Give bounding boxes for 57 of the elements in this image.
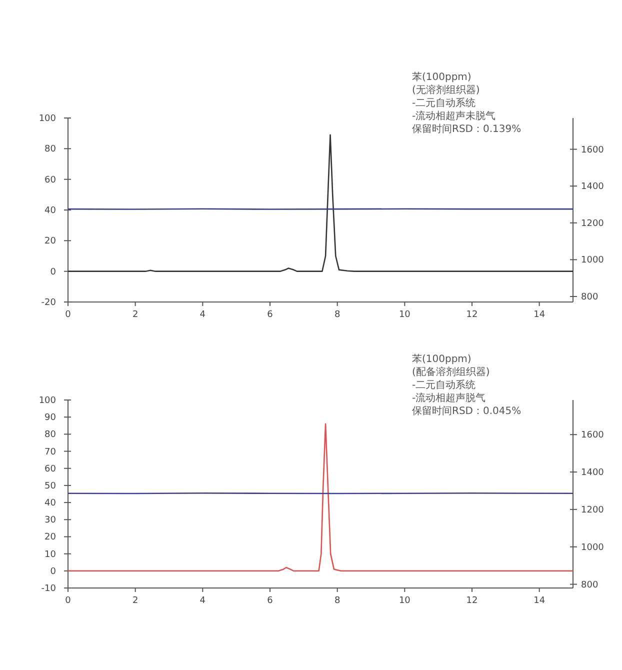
x-tick-label: 10: [398, 596, 411, 606]
y-tick-label: 30: [44, 516, 56, 526]
y2-tick-label: 1000: [581, 542, 604, 553]
x-tick-label: 10: [398, 310, 411, 320]
x-tick-label: 14: [534, 310, 546, 320]
annotation: 保留时间RSD：0.139%: [412, 123, 522, 135]
y2-tick-label: 800: [581, 580, 598, 590]
x-tick-label: 6: [267, 596, 274, 606]
y-tick-label: 40: [44, 206, 56, 216]
text: 苯(100ppm): [412, 71, 472, 83]
x-tick-label: 14: [534, 596, 546, 606]
y2-tick-label: 1200: [581, 218, 604, 229]
y2-tick-label: 1400: [581, 182, 604, 192]
y-tick-label: 0: [50, 566, 56, 577]
x-tick-label: 12: [466, 596, 478, 606]
y2-tick-label: 1600: [581, 145, 604, 156]
y-tick-label: 70: [44, 447, 56, 458]
x-tick-label: 8: [334, 596, 340, 606]
y-tick-label: 90: [44, 413, 56, 424]
annotation: -流动相超声未脱气: [412, 110, 496, 122]
line-series: [67, 423, 574, 572]
line-series: [67, 134, 574, 272]
x-tick-label: 4: [200, 596, 206, 606]
y-tick-label: 50: [44, 481, 56, 492]
y-tick-label: 100: [38, 396, 56, 406]
text: (配备溶剂组织器): [412, 366, 490, 378]
y2-tick-label: 800: [581, 292, 598, 302]
y-tick-label: 60: [44, 175, 56, 186]
x-tick-label: 0: [65, 310, 72, 320]
x-tick-label: 4: [200, 310, 206, 320]
y-tick-label: 100: [38, 114, 56, 124]
x-tick-label: 2: [132, 596, 138, 606]
text: -二元自动系统: [412, 379, 476, 391]
x-tick-label: 8: [334, 310, 340, 320]
y-tick-label: 20: [44, 532, 56, 543]
y-tick-label: 0: [50, 267, 56, 278]
y2-tick-label: 1600: [581, 430, 604, 441]
y2-tick-label: 1000: [581, 256, 604, 266]
x-tick-label: 6: [267, 310, 274, 320]
y-tick-label: 20: [44, 236, 56, 247]
y-tick-label: 80: [44, 430, 56, 440]
y2-tick-label: 1200: [581, 505, 604, 516]
x-tick-label: 12: [466, 310, 478, 320]
annotation: -流动相超声脱气: [412, 392, 486, 404]
text: 苯(100ppm): [412, 353, 472, 365]
x-tick-label: 0: [65, 596, 72, 606]
y2-tick-label: 1400: [581, 468, 604, 478]
y-tick-label: 60: [44, 464, 56, 474]
y-tick-label: 40: [44, 498, 56, 509]
y-tick-label: -20: [41, 298, 56, 308]
x-tick-label: 2: [132, 310, 138, 320]
y-tick-label: 10: [44, 550, 56, 560]
y-tick-label: -10: [41, 584, 56, 594]
text: -二元自动系统: [412, 97, 476, 109]
y-tick-label: 80: [44, 144, 56, 155]
text: (无溶剂组织器): [412, 84, 480, 96]
annotation: 保留时间RSD：0.045%: [412, 405, 522, 417]
